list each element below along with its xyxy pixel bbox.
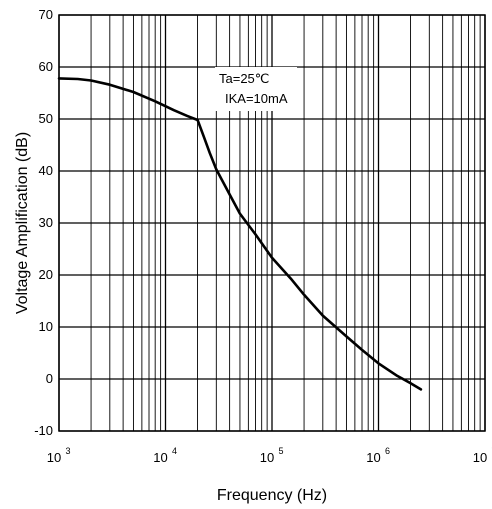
x-tick-label: 10 xyxy=(260,450,274,465)
x-tick-label: 10 xyxy=(473,450,487,465)
y-axis-title: Voltage Amplification (dB) xyxy=(14,132,31,314)
x-tick-exponent: 5 xyxy=(278,446,283,456)
x-tick-exponent: 3 xyxy=(65,446,70,456)
x-tick-label: 10 xyxy=(153,450,167,465)
y-tick-label: 40 xyxy=(39,163,53,178)
series-line xyxy=(57,77,423,391)
x-axis-title: Frequency (Hz) xyxy=(217,487,327,504)
x-tick-label: 10 xyxy=(47,450,61,465)
y-tick-label: 50 xyxy=(39,111,53,126)
y-tick-label: 30 xyxy=(39,215,53,230)
annotation-temperature: Ta=25℃ xyxy=(219,71,269,86)
annotation-box xyxy=(215,67,297,111)
y-tick-labels: 70 60 50 40 30 20 10 0 -10 xyxy=(34,7,53,438)
y-tick-label: 10 xyxy=(39,319,53,334)
y-tick-label: -10 xyxy=(34,423,53,438)
x-tick-labels: 103104105106107 xyxy=(47,446,492,465)
y-tick-label: 0 xyxy=(46,371,53,386)
y-tick-label: 70 xyxy=(39,7,53,22)
annotation-current: IKA=10mA xyxy=(225,91,288,106)
series-layer xyxy=(57,77,423,391)
y-tick-label: 20 xyxy=(39,267,53,282)
y-tick-label: 60 xyxy=(39,59,53,74)
x-tick-exponent: 6 xyxy=(385,446,390,456)
x-tick-exponent: 4 xyxy=(172,446,177,456)
x-tick-label: 10 xyxy=(366,450,380,465)
plot-frame xyxy=(58,14,486,432)
